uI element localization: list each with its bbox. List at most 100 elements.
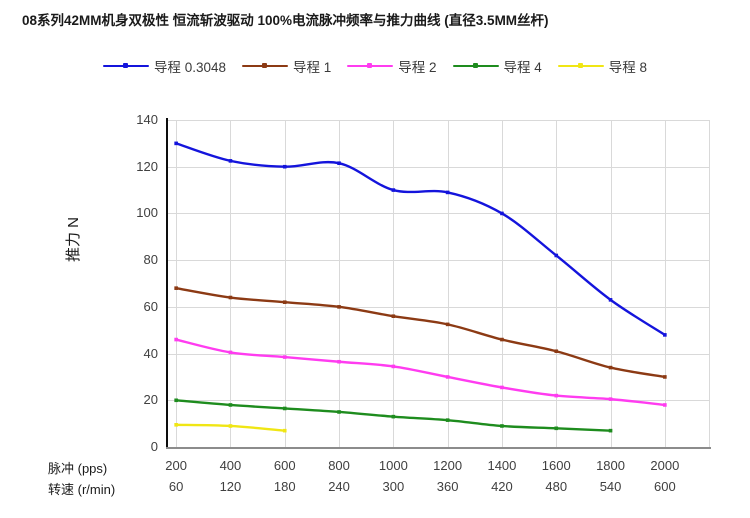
data-point-marker: [554, 393, 559, 398]
gridline-horizontal: [167, 166, 710, 168]
chart-legend: 导程 0.3048 导程 1 导程 2 导程 4 导程 8: [0, 56, 750, 76]
x-axis-tick-label-speed: 180: [273, 479, 296, 494]
y-axis-tick-label: 60: [143, 298, 158, 314]
data-point-marker: [391, 364, 396, 369]
x-axis-tick-label-pulse: 1600: [541, 458, 571, 473]
y-axis-tick-label: 120: [136, 158, 158, 174]
legend-item[interactable]: 导程 0.3048: [102, 56, 226, 76]
data-point-marker: [663, 403, 667, 407]
x-axis-tick-label-pulse: 2000: [650, 458, 680, 473]
gridline-vertical: [610, 120, 612, 447]
gridline-vertical: [501, 120, 503, 447]
y-axis-tick-label: 40: [143, 345, 158, 361]
gridline-vertical: [556, 120, 558, 447]
legend-item[interactable]: 导程 4: [452, 56, 542, 76]
x-axis-tick-label-speed: 240: [328, 479, 350, 494]
data-point-marker: [282, 164, 287, 169]
gridline-vertical: [339, 120, 341, 447]
gridline-horizontal: [167, 400, 710, 402]
data-point-marker: [500, 385, 504, 390]
data-point-marker: [337, 161, 341, 166]
data-point-marker: [554, 426, 559, 431]
data-point-marker: [391, 188, 396, 192]
x-axis-tick-labels-speed: 60 120 180 240 300 360 420 480 540 600: [167, 479, 710, 497]
x-axis-title-speed: 转速 (r/min): [48, 482, 116, 497]
data-point-marker: [282, 300, 287, 304]
data-point-marker: [500, 211, 504, 216]
data-point-marker: [282, 406, 287, 411]
legend-item-label: 导程 0.3048: [153, 60, 226, 75]
y-axis-tick-label: 140: [136, 112, 158, 127]
y-axis-title: 推力 N: [65, 216, 82, 262]
legend-item[interactable]: 导程 1: [241, 56, 331, 76]
legend-item[interactable]: 导程 8: [557, 56, 648, 76]
data-point-marker: [445, 190, 450, 195]
x-axis-tick-label-speed: 300: [382, 479, 405, 494]
data-point-marker: [391, 414, 396, 419]
x-axis-line: [166, 447, 711, 449]
gridline-vertical: [393, 120, 395, 447]
x-axis-tick-label-pulse: 200: [165, 458, 187, 473]
data-point-marker: [174, 337, 178, 342]
data-point-marker: [228, 295, 233, 300]
y-axis-tick-label: 80: [143, 252, 158, 268]
data-point-marker: [174, 286, 178, 290]
series-line: [174, 286, 667, 379]
chart-title: 08系列42MM机身双极性 恒流斩波驱动 100%电流脉冲频率与推力曲线 (直径…: [22, 13, 549, 28]
data-point-marker: [608, 298, 613, 302]
x-axis-tick-label-pulse: 1800: [596, 458, 625, 473]
legend-color-swatch: [452, 61, 499, 72]
data-point-marker: [174, 398, 178, 403]
data-point-marker: [608, 397, 613, 401]
x-axis-tick-label-speed: 480: [545, 479, 568, 494]
data-point-marker: [500, 337, 504, 342]
data-point-marker: [500, 424, 504, 428]
legend-item[interactable]: 导程 2: [347, 56, 437, 76]
y-axis-tick-label: 0: [150, 439, 158, 454]
gridline-vertical: [176, 120, 178, 447]
data-series: [174, 286, 667, 379]
gridline-horizontal: [167, 306, 710, 308]
x-axis-tick-label-speed: 540: [599, 479, 622, 494]
data-point-marker: [337, 410, 341, 414]
x-axis-tick-label-speed: 360: [436, 479, 459, 494]
gridline-horizontal: [167, 353, 710, 355]
gridline-vertical: [230, 120, 232, 447]
plot-grid: [167, 120, 710, 448]
legend-color-swatch: [102, 61, 149, 72]
legend-item-label: 导程 4: [503, 60, 542, 75]
data-point-marker: [282, 355, 287, 359]
x-axis-tick-label-speed: 600: [653, 479, 676, 494]
legend-item-label: 导程 2: [398, 60, 437, 75]
data-point-marker: [282, 428, 287, 433]
gridline-vertical: [284, 120, 286, 447]
y-axis-line: [166, 118, 168, 449]
legend-color-swatch: [557, 61, 604, 72]
data-point-marker: [174, 141, 178, 146]
data-point-marker: [174, 423, 178, 427]
gridline-vertical: [664, 120, 666, 447]
y-axis-tick-label: 20: [143, 392, 158, 408]
data-point-marker: [445, 418, 450, 422]
series-plot-area: [174, 141, 667, 433]
data-point-marker: [337, 359, 341, 364]
legend-item-label: 导程 8: [608, 60, 648, 75]
data-point-marker: [337, 305, 341, 309]
data-point-marker: [228, 424, 233, 428]
gridline-vertical: [447, 120, 449, 447]
data-point-marker: [554, 253, 559, 258]
gridline-horizontal: [167, 260, 710, 262]
data-point-marker: [608, 365, 613, 370]
data-point-marker: [663, 375, 667, 379]
x-axis-tick-label-pulse: 1200: [433, 458, 463, 473]
x-axis-title-pulse: 脉冲 (pps): [48, 461, 108, 476]
data-point-marker: [228, 403, 233, 407]
y-axis-tick-labels: 0 20 40 60 80 100 120 140: [108, 112, 158, 454]
data-series: [174, 141, 667, 337]
x-axis-tick-label-pulse: 400: [219, 458, 242, 473]
data-point-marker: [445, 375, 450, 379]
legend-color-swatch: [241, 61, 288, 72]
gridline-horizontal: [167, 213, 710, 215]
data-point-marker: [663, 333, 667, 337]
